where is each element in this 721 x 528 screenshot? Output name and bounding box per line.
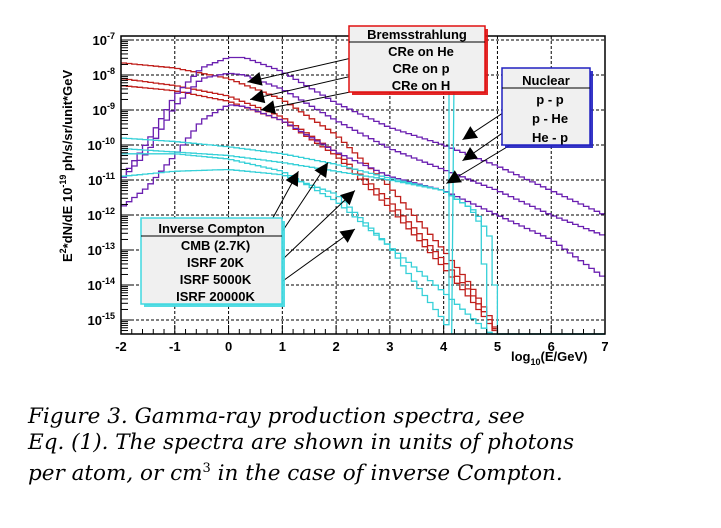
x-tick-label: -2: [115, 339, 127, 354]
caption-line-3: per atom, or cm3 in the case of inverse …: [28, 461, 563, 487]
y-tick-label: 10-7: [93, 31, 115, 48]
x-tick-label: 4: [440, 339, 448, 354]
y-tick-label: 10-9: [93, 101, 115, 118]
legend-entry: CMB (2.7K): [181, 238, 250, 253]
chart: -2 -1 0 1 2 3 4 5 6 7 10-7 10-8 10-9 10-10 10-11 10-12 1…: [58, 25, 609, 367]
arrowhead-icon: [446, 170, 462, 184]
x-tick-label: 3: [386, 339, 393, 354]
arrowhead-icon: [314, 162, 329, 179]
legends: Bremsstrahlung CRe on He CRe on p CRe on H N…: [140, 25, 593, 307]
y-axis-label-part: 2: [58, 248, 68, 253]
legend-entry: CRe on H: [392, 78, 451, 93]
x-tick-label: 2: [332, 339, 339, 354]
legend-box: [501, 67, 591, 146]
y-tick-label: 10-10: [88, 136, 115, 153]
x-tick-label: 1: [279, 339, 286, 354]
figure-caption: Figure 3. Gamma-ray production spectra, …: [28, 404, 628, 487]
x-tick-label: 7: [601, 339, 608, 354]
legend-entry: CRe on He: [388, 44, 454, 59]
legend-title: Bremsstrahlung: [367, 27, 467, 42]
legend-bremsstrahlung: Bremsstrahlung CRe on He CRe on p CRe on H: [348, 25, 488, 95]
arrowhead-icon: [339, 229, 355, 243]
y-tick-label: 10-13: [88, 241, 115, 258]
y-axis-label-part: ph/s/sr/unit*GeV: [60, 70, 75, 175]
x-axis-label: log10(E/GeV): [511, 349, 587, 367]
legend-inverse-compton: Inverse Compton CMB (2.7K) ISRF 20K ISRF 50…: [140, 217, 285, 307]
x-axis-label-part: (E/GeV): [541, 349, 588, 364]
arrowhead-icon: [250, 89, 266, 104]
legend-nuclear: Nuclear p - p p - He He - p: [501, 67, 593, 148]
legend-entry: p - p: [536, 92, 563, 107]
x-axis-label-part: 10: [531, 357, 541, 367]
x-axis-label-part: log: [511, 349, 531, 364]
y-tick-label: 10-8: [93, 66, 115, 83]
arrowhead-icon: [260, 100, 276, 115]
legend-title: Inverse Compton: [158, 221, 264, 236]
series-p-he: [121, 72, 605, 236]
y-tick-label: 10-15: [88, 311, 115, 328]
legend-title: Nuclear: [522, 73, 570, 88]
legend-entry: CRe on p: [392, 61, 449, 76]
legend-box: [140, 217, 283, 305]
y-axis-label: E2*dN/dE 10-19 ph/s/sr/unit*GeV: [58, 70, 75, 262]
series-p-p: [121, 56, 605, 215]
legend-entry: ISRF 5000K: [180, 272, 252, 287]
arrowhead-icon: [247, 72, 263, 86]
y-tick-label: 10-14: [88, 276, 115, 293]
x-tick-label: -1: [169, 339, 181, 354]
series-isrf-20k: [121, 153, 605, 335]
caption-line-1: Figure 3. Gamma-ray production spectra, …: [28, 404, 525, 429]
y-tick-label: 10-12: [88, 206, 115, 223]
series-he-p: [121, 104, 605, 277]
arrowhead-icon: [462, 126, 479, 140]
x-tick-label: 6: [548, 339, 555, 354]
arrowhead-icon: [285, 171, 299, 187]
y-tick-label: 10-11: [88, 171, 115, 188]
legend-entry: He - p: [532, 130, 568, 145]
series-isrf-20000k: [121, 137, 605, 335]
y-axis-label-part: -19: [58, 175, 68, 188]
legend-entry: ISRF 20000K: [176, 289, 255, 304]
caption-line-2: Eq. (1). The spectra are shown in units …: [28, 430, 575, 455]
arrowhead-icon: [339, 190, 355, 206]
series-cre-on-he: [121, 62, 605, 335]
legend-entry: p - He: [532, 111, 568, 126]
y-axis-label-part: E: [60, 253, 75, 262]
legend-box: [348, 25, 486, 93]
legend-entry: ISRF 20K: [187, 255, 245, 270]
x-tick-label: 0: [225, 339, 232, 354]
axes: -2 -1 0 1 2 3 4 5 6 7 10-7 10-8 10-9 10-10 10-11 10-12 1…: [88, 31, 609, 354]
arrowhead-icon: [462, 147, 478, 161]
x-tick-label: 5: [494, 339, 501, 354]
y-axis-label-part: *dN/dE 10: [60, 188, 75, 249]
